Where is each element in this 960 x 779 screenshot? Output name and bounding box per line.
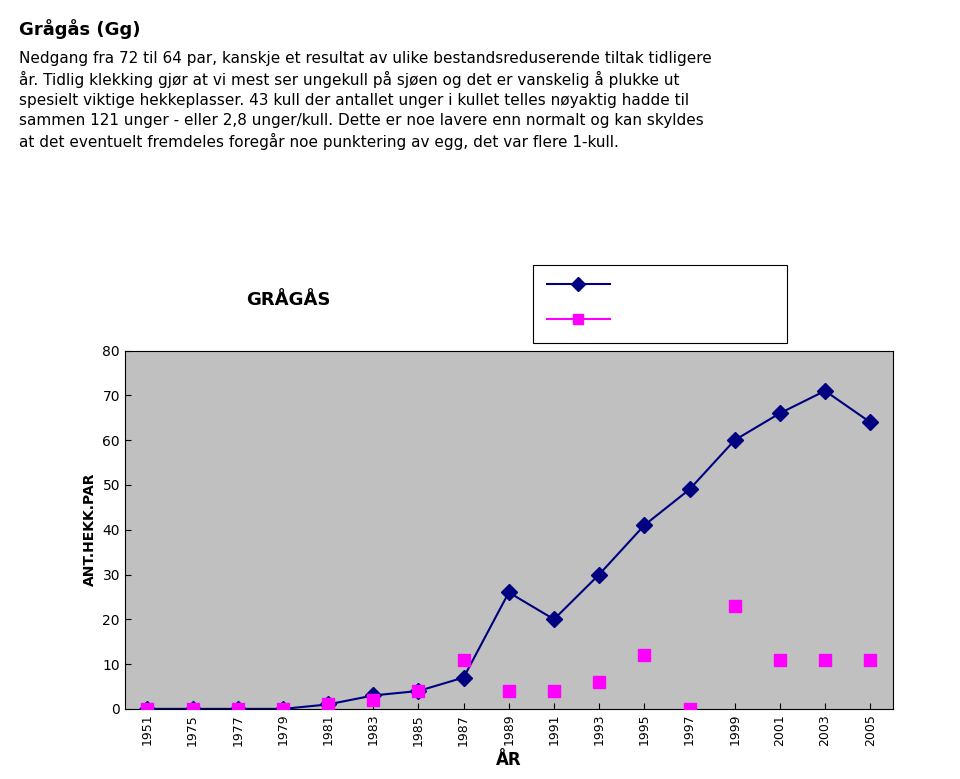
Sjøfuglres. — [187, 704, 199, 714]
Text: Nedgang fra 72 til 64 par, kanskje et resultat av ulike bestandsreduserende tilt: Nedgang fra 72 til 64 par, kanskje et re… — [19, 51, 712, 150]
Text: GRÅGÅS: GRÅGÅS — [246, 291, 330, 309]
Sjøfuglres. — [864, 655, 876, 664]
Line: Totalt: Totalt — [142, 386, 876, 714]
Line: Sjøfuglres.: Sjøfuglres. — [142, 601, 876, 714]
Totalt — [729, 435, 740, 445]
Sjøfuglres. — [729, 601, 740, 611]
Text: Totalt: Totalt — [619, 277, 658, 291]
Y-axis label: ANT.HEKK.PAR: ANT.HEKK.PAR — [83, 473, 97, 587]
Sjøfuglres. — [819, 655, 830, 664]
Totalt — [684, 485, 695, 494]
Sjøfuglres. — [458, 655, 469, 664]
Totalt — [413, 686, 424, 696]
Sjøfuglres. — [593, 677, 605, 687]
Sjøfuglres. — [684, 704, 695, 714]
Totalt — [593, 570, 605, 580]
Sjøfuglres. — [413, 686, 424, 696]
Totalt — [638, 520, 650, 530]
Totalt — [819, 386, 830, 396]
Totalt — [458, 673, 469, 682]
Totalt — [774, 408, 785, 418]
Sjøfuglres. — [142, 704, 154, 714]
Totalt — [503, 587, 515, 597]
Totalt — [548, 615, 560, 624]
Text: Grågås (Gg): Grågås (Gg) — [19, 19, 141, 40]
Sjøfuglres. — [503, 686, 515, 696]
Totalt — [142, 704, 154, 714]
Sjøfuglres. — [548, 686, 560, 696]
Totalt — [323, 700, 334, 709]
Sjøfuglres. — [368, 695, 379, 704]
Sjøfuglres. — [323, 700, 334, 709]
X-axis label: ÅR: ÅR — [496, 751, 521, 769]
Text: Sjøfuglres.: Sjøfuglres. — [619, 312, 692, 326]
Totalt — [368, 691, 379, 700]
Totalt — [232, 704, 244, 714]
Totalt — [864, 418, 876, 427]
Sjøfuglres. — [232, 704, 244, 714]
Sjøfuglres. — [277, 704, 289, 714]
Totalt — [277, 704, 289, 714]
Totalt — [187, 704, 199, 714]
Sjøfuglres. — [638, 650, 650, 660]
Sjøfuglres. — [774, 655, 785, 664]
